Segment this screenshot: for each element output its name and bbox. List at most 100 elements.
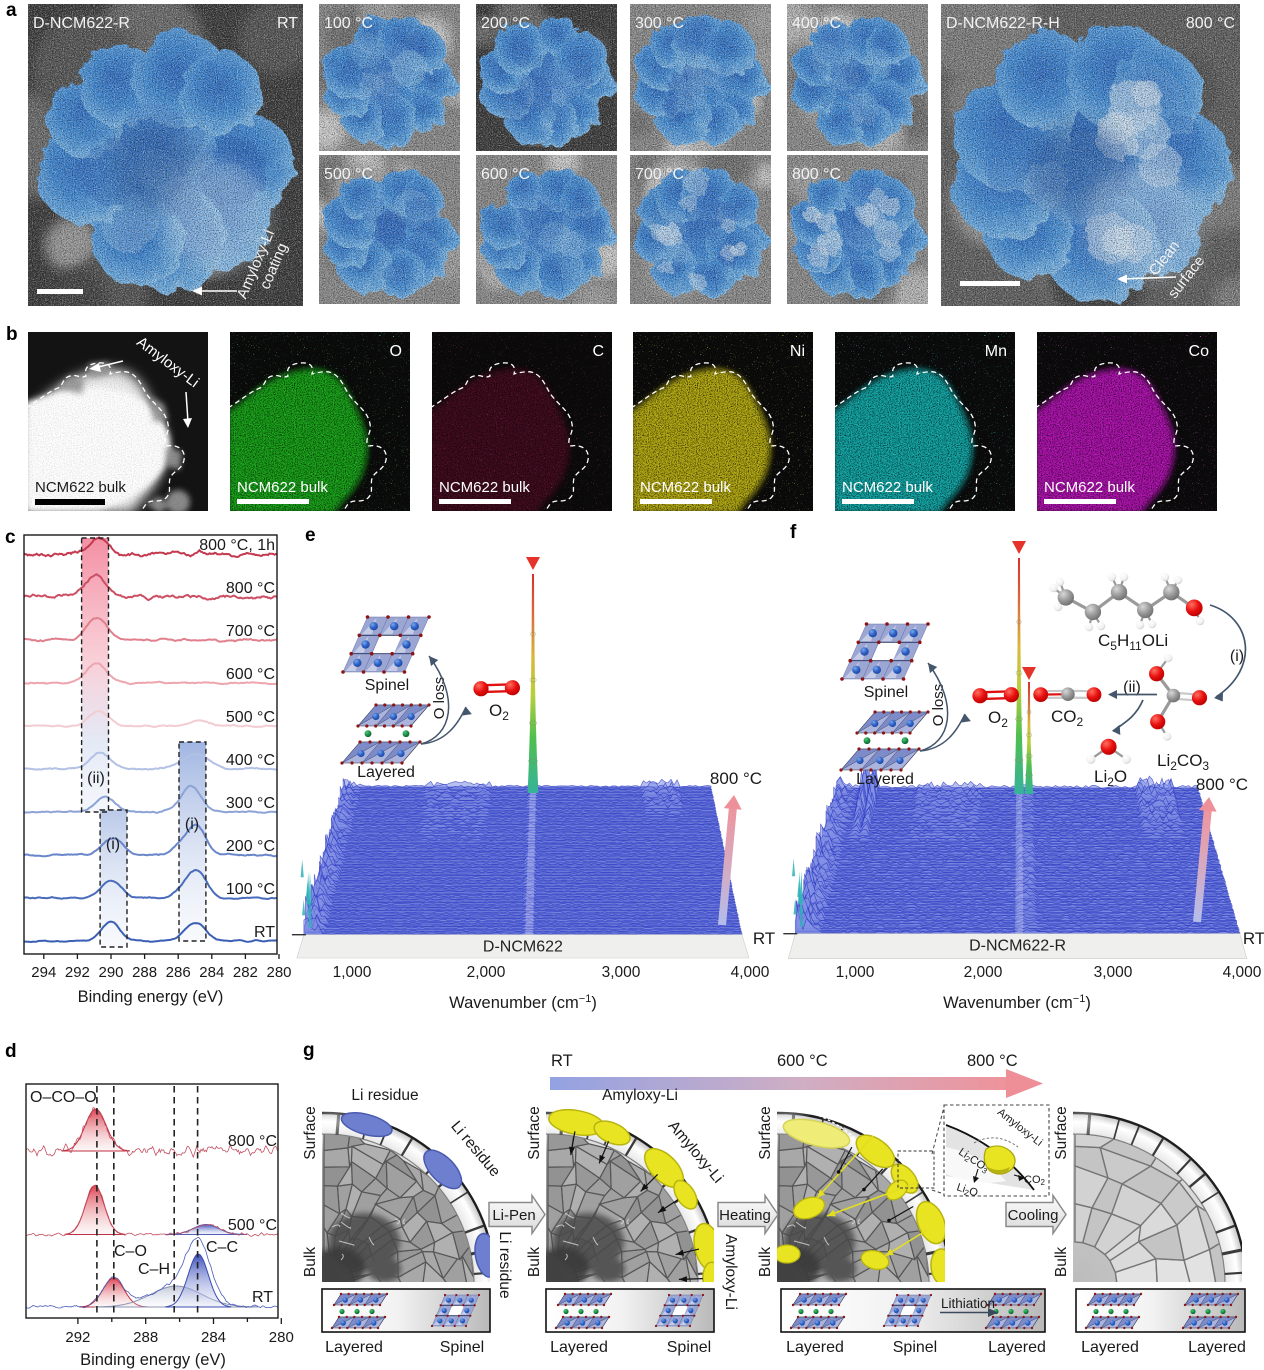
svg-text:300 °C: 300 °C [226,795,275,812]
svg-text:500 °C: 500 °C [226,709,275,726]
svg-text:D-NCM622-R: D-NCM622-R [969,938,1066,955]
svg-text:NCM622 bulk: NCM622 bulk [237,479,328,496]
svg-text:290: 290 [98,964,123,981]
svg-text:Spinel: Spinel [893,1339,937,1356]
svg-text:O2: O2 [988,708,1008,730]
svg-text:500 °C: 500 °C [324,166,373,183]
svg-text:Layered: Layered [550,1339,608,1356]
svg-text:Surface: Surface [526,1106,543,1159]
svg-text:3,000: 3,000 [602,964,641,981]
svg-text:Spinel: Spinel [667,1339,711,1356]
svg-text:Layered: Layered [786,1339,844,1356]
svg-text:400 °C: 400 °C [226,752,275,769]
svg-text:200 °C: 200 °C [481,15,530,32]
svg-text:(i): (i) [1230,648,1244,665]
svg-text:600 °C: 600 °C [777,1052,828,1070]
svg-text:O loss: O loss [930,684,947,727]
svg-text:294: 294 [31,964,56,981]
svg-text:292: 292 [65,964,90,981]
svg-text:D-NCM622-R: D-NCM622-R [33,15,130,32]
svg-text:C: C [592,343,604,360]
svg-text:Mn: Mn [985,343,1007,360]
svg-text:RT: RT [551,1052,573,1070]
svg-text:1,000: 1,000 [836,964,875,981]
svg-text:Layered: Layered [325,1339,383,1356]
svg-text:Ni: Ni [790,343,805,360]
svg-text:(i): (i) [185,816,199,833]
svg-text:Layered: Layered [856,771,914,788]
svg-text:300 °C: 300 °C [635,15,684,32]
svg-text:800 °C: 800 °C [228,1133,277,1150]
svg-text:Bulk: Bulk [757,1247,774,1277]
svg-text:RT: RT [277,15,298,32]
svg-text:O–CO–O: O–CO–O [30,1089,97,1106]
svg-text:1,000: 1,000 [333,964,372,981]
svg-text:Li residue: Li residue [351,1087,418,1104]
svg-text:800 °C: 800 °C [792,166,841,183]
svg-text:Amyloxy-Li: Amyloxy-Li [722,1234,739,1310]
svg-text:Heating: Heating [719,1207,771,1224]
svg-text:Layered: Layered [357,764,415,781]
svg-text:2,000: 2,000 [467,964,506,981]
svg-text:Bulk: Bulk [1053,1247,1070,1277]
svg-text:Surface: Surface [1053,1106,1070,1159]
svg-text:Bulk: Bulk [526,1247,543,1277]
svg-text:600 °C: 600 °C [226,666,275,683]
svg-text:NCM622 bulk: NCM622 bulk [842,479,933,496]
svg-text:Li residue: Li residue [496,1231,513,1298]
svg-text:Wavenumber (cm−1): Wavenumber (cm−1) [449,993,597,1012]
svg-text:200 °C: 200 °C [226,838,275,855]
svg-text:3,000: 3,000 [1094,964,1133,981]
svg-text:282: 282 [233,964,258,981]
svg-text:Surface: Surface [757,1106,774,1159]
svg-text:RT: RT [753,929,775,948]
svg-text:286: 286 [166,964,191,981]
svg-text:Binding energy (eV): Binding energy (eV) [80,1351,226,1369]
svg-text:800 °C: 800 °C [226,580,275,597]
svg-text:Layered: Layered [988,1339,1046,1356]
svg-text:RT: RT [254,924,275,941]
svg-text:CO2: CO2 [1024,1174,1046,1187]
svg-text:Li-Pen: Li-Pen [492,1207,535,1224]
svg-text:Layered: Layered [1188,1339,1246,1356]
svg-text:C5H11OLi: C5H11OLi [1098,631,1168,653]
svg-text:Surface: Surface [302,1106,319,1159]
svg-text:Li2O: Li2O [1094,767,1127,789]
svg-text:C–H: C–H [138,1261,170,1278]
svg-text:O: O [390,343,402,360]
svg-text:800 °C: 800 °C [710,769,762,788]
svg-text:100 °C: 100 °C [226,881,275,898]
svg-text:C–C: C–C [206,1239,238,1256]
svg-text:NCM622 bulk: NCM622 bulk [439,479,530,496]
svg-text:Cooling: Cooling [1008,1207,1059,1224]
svg-text:(i): (i) [106,836,120,853]
svg-text:D-NCM622: D-NCM622 [483,939,563,956]
svg-text:284: 284 [199,964,224,981]
svg-text:280: 280 [269,1329,294,1346]
svg-text:RT: RT [1243,929,1264,948]
svg-text:288: 288 [133,1329,158,1346]
svg-text:C–O: C–O [114,1243,147,1260]
svg-text:Spinel: Spinel [864,684,908,701]
svg-text:Spinel: Spinel [440,1339,484,1356]
svg-text:NCM622 bulk: NCM622 bulk [35,479,126,496]
svg-text:(ii): (ii) [1123,679,1141,696]
svg-text:Spinel: Spinel [365,677,409,694]
svg-text:Li2CO3: Li2CO3 [1157,751,1209,773]
svg-text:292: 292 [65,1329,90,1346]
svg-text:NCM622 bulk: NCM622 bulk [640,479,731,496]
svg-text:NCM622 bulk: NCM622 bulk [1044,479,1135,496]
svg-text:700 °C: 700 °C [226,623,275,640]
svg-text:Layered: Layered [1081,1339,1139,1356]
svg-text:Lithiation: Lithiation [941,1296,995,1311]
svg-text:800 °C: 800 °C [967,1052,1018,1070]
svg-text:4,000: 4,000 [731,964,770,981]
svg-text:4,000: 4,000 [1223,964,1262,981]
svg-text:600 °C: 600 °C [481,166,530,183]
svg-text:CO2: CO2 [1051,707,1084,729]
svg-text:500 °C: 500 °C [228,1217,277,1234]
svg-text:288: 288 [132,964,157,981]
svg-text:400 °C: 400 °C [792,15,841,32]
svg-text:(ii): (ii) [87,770,105,787]
svg-text:Amyloxy-Li: Amyloxy-Li [602,1087,678,1104]
